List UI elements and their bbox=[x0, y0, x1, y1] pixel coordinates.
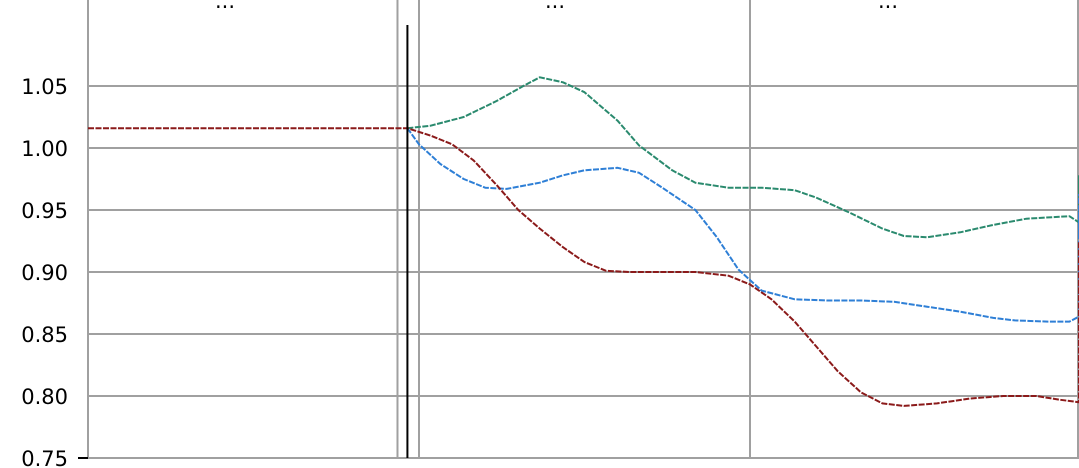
top-series-label: ... bbox=[545, 0, 565, 13]
y-tick-label: 0.90 bbox=[21, 261, 68, 285]
y-axis-tick-labels: 0.75 0.80 0.85 0.90 0.95 1.00 1.05 bbox=[21, 75, 68, 468]
y-tick-label: 0.75 bbox=[21, 447, 68, 468]
y-tick-label: 1.00 bbox=[21, 137, 68, 161]
y-tick-label: 0.80 bbox=[21, 385, 68, 409]
y-tick-label: 0.95 bbox=[21, 199, 68, 223]
series-line bbox=[88, 127, 1079, 407]
series-line bbox=[407, 76, 1079, 240]
top-series-label: ... bbox=[878, 0, 898, 13]
gridlines bbox=[78, 0, 1079, 459]
series-lines bbox=[88, 76, 1079, 407]
top-series-labels: ......... bbox=[215, 0, 898, 13]
y-tick-label: 0.85 bbox=[21, 323, 68, 347]
y-tick-label: 1.05 bbox=[21, 75, 68, 99]
series-line bbox=[406, 127, 1079, 323]
top-series-label: ... bbox=[215, 0, 235, 13]
